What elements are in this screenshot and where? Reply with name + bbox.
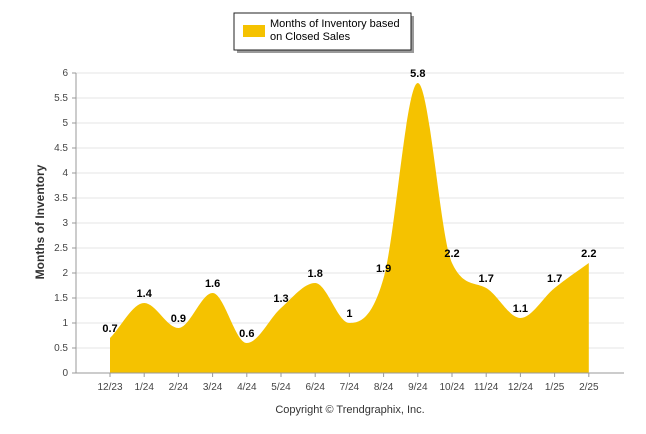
x-tick-label: 2/24 xyxy=(169,382,189,393)
x-tick-label: 12/23 xyxy=(97,382,122,393)
data-label: 0.6 xyxy=(239,328,254,340)
x-tick-label: 8/24 xyxy=(374,382,394,393)
y-tick-label: 0 xyxy=(62,368,68,379)
x-tick-label: 12/24 xyxy=(508,382,533,393)
data-label: 1.1 xyxy=(513,303,528,315)
x-tick-label: 2/25 xyxy=(579,382,599,393)
y-tick-label: 1.5 xyxy=(54,293,68,304)
data-label: 0.7 xyxy=(102,323,117,335)
data-label: 1 xyxy=(346,308,352,320)
legend-label-line2: on Closed Sales xyxy=(270,31,351,43)
legend-label-line1: Months of Inventory based xyxy=(270,18,400,30)
y-tick-label: 5 xyxy=(62,118,68,129)
data-label: 2.2 xyxy=(444,248,459,260)
y-tick-label: 3.5 xyxy=(54,193,68,204)
x-tick-label: 1/24 xyxy=(134,382,154,393)
data-label: 1.4 xyxy=(137,288,153,300)
x-tick-label: 6/24 xyxy=(305,382,325,393)
x-tick-label: 4/24 xyxy=(237,382,257,393)
x-axis-ticks: 12/23 1/24 2/24 3/24 4/24 5/24 6/24 7/24 8/24 9/2… xyxy=(97,373,599,393)
y-tick-label: 5.5 xyxy=(54,93,68,104)
data-label: 1.9 xyxy=(376,263,391,275)
y-tick-label: 4 xyxy=(62,168,68,179)
x-tick-label: 10/24 xyxy=(439,382,464,393)
x-tick-label: 9/24 xyxy=(408,382,428,393)
x-tick-label: 5/24 xyxy=(271,382,291,393)
data-label: 1.7 xyxy=(479,273,494,285)
series-area xyxy=(110,83,589,373)
x-tick-label: 3/24 xyxy=(203,382,223,393)
legend[interactable]: Months of Inventory based on Closed Sale… xyxy=(233,12,414,53)
x-tick-label: 7/24 xyxy=(340,382,360,393)
y-tick-label: 4.5 xyxy=(54,143,68,154)
y-tick-label: 1 xyxy=(62,318,68,329)
copyright-text: Copyright © Trendgraphix, Inc. xyxy=(275,404,424,416)
data-label: 1.3 xyxy=(273,293,288,305)
data-label: 1.8 xyxy=(308,268,323,280)
y-tick-label: 0.5 xyxy=(54,343,68,354)
y-tick-label: 2.5 xyxy=(54,243,68,254)
data-labels: 0.7 1.4 0.9 1.6 0.6 1.3 1.8 1 1.9 5.8 2.2 1.7 1.1 1.7… xyxy=(102,68,596,340)
y-axis-ticks: 0 0.5 1 1.5 2 2.5 3 3.5 4 4.5 5 5.5 6 xyxy=(54,68,76,379)
data-label: 1.7 xyxy=(547,273,562,285)
y-tick-label: 2 xyxy=(62,268,68,279)
x-tick-label: 1/25 xyxy=(545,382,565,393)
y-axis-label: Months of Inventory xyxy=(33,164,47,279)
x-tick-label: 11/24 xyxy=(474,382,499,393)
legend-swatch xyxy=(243,25,265,37)
data-label: 0.9 xyxy=(171,313,186,325)
y-tick-label: 3 xyxy=(62,218,68,229)
y-tick-label: 6 xyxy=(62,68,68,79)
data-label: 2.2 xyxy=(581,248,596,260)
data-label: 1.6 xyxy=(205,278,220,290)
data-label: 5.8 xyxy=(410,68,425,80)
